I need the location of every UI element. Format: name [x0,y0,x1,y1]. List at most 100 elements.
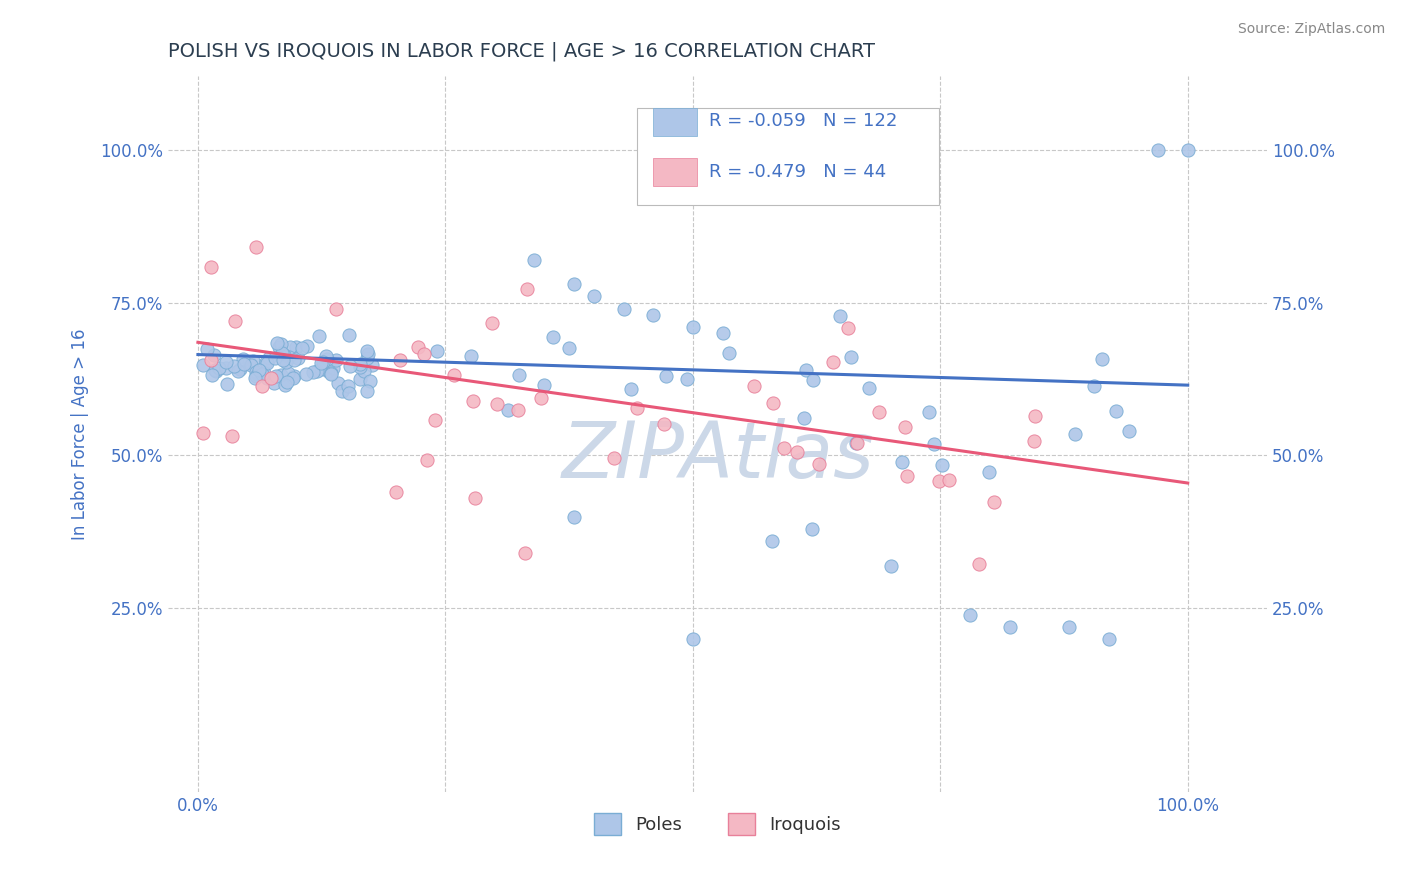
Point [208,360,231,375]
Point [676,372,699,386]
Point [868,405,890,419]
Point [256,356,278,370]
Point [291,341,314,355]
Point [337,386,360,401]
Point [195,343,218,357]
Point [247,363,270,377]
Point [485,397,508,411]
Point [821,355,844,369]
Point [682,320,704,334]
Point [460,349,482,363]
Point [349,372,371,386]
Point [1090,351,1112,366]
Point [464,491,486,506]
Point [356,351,378,365]
Point [582,289,605,303]
Point [232,352,254,367]
Point [801,373,824,387]
Point [1097,632,1119,646]
Point [325,353,347,368]
Point [356,344,378,359]
Legend: Poles, Iroquois: Poles, Iroquois [585,804,851,844]
Point [321,366,343,380]
Point [228,364,250,378]
Point [315,349,337,363]
Point [257,351,280,365]
Point [256,371,278,385]
Point [516,282,538,296]
Point [276,375,298,389]
Point [232,357,254,371]
Point [652,417,675,432]
Point [602,450,624,465]
Point [349,357,371,371]
Point [242,354,264,368]
Point [316,352,339,367]
FancyBboxPatch shape [652,108,697,136]
FancyBboxPatch shape [637,109,939,205]
Point [273,348,295,362]
Point [415,452,437,467]
Point [786,445,808,459]
Point [896,468,918,483]
Text: R = -0.059   N = 122: R = -0.059 N = 122 [709,112,897,130]
Point [800,522,823,536]
Point [513,546,536,560]
Point [287,351,309,365]
Point [321,367,343,381]
Point [828,309,851,323]
Point [283,368,305,383]
Point [917,405,939,419]
Point [191,426,214,441]
Point [793,411,815,425]
Point [243,371,266,385]
Point [928,474,950,488]
Point [353,364,375,378]
Point [533,378,555,392]
Point [620,383,643,397]
Point [238,355,260,369]
Point [1024,409,1046,423]
Point [654,368,676,383]
Text: Source: ZipAtlas.com: Source: ZipAtlas.com [1237,22,1385,37]
Point [325,301,347,316]
Point [191,358,214,372]
Point [894,420,917,434]
Point [1118,424,1140,438]
Point [245,240,267,254]
Point [880,558,903,573]
Point [794,363,817,377]
Point [858,381,880,395]
Point [245,365,267,379]
Point [250,379,273,393]
Point [349,359,371,374]
Point [273,377,295,392]
Point [406,340,429,354]
Point [215,376,238,391]
Point [1057,620,1080,634]
Point [389,353,412,368]
Text: R = -0.479   N = 44: R = -0.479 N = 44 [709,163,886,181]
Point [270,336,292,351]
FancyBboxPatch shape [652,158,697,186]
Point [271,345,294,359]
Point [508,368,530,383]
Point [294,367,316,381]
Point [845,436,868,450]
Text: POLISH VS IROQUOIS IN LABOR FORCE | AGE > 16 CORRELATION CHART: POLISH VS IROQUOIS IN LABOR FORCE | AGE … [169,42,875,62]
Point [278,340,301,354]
Point [1063,427,1085,442]
Point [839,350,862,364]
Point [301,365,323,379]
Point [541,330,564,344]
Point [1022,434,1045,449]
Point [246,368,269,382]
Point [643,308,665,322]
Point [337,328,360,343]
Point [254,354,277,368]
Point [316,363,339,377]
Point [931,458,953,473]
Point [205,364,228,378]
Point [253,366,276,380]
Point [443,368,465,382]
